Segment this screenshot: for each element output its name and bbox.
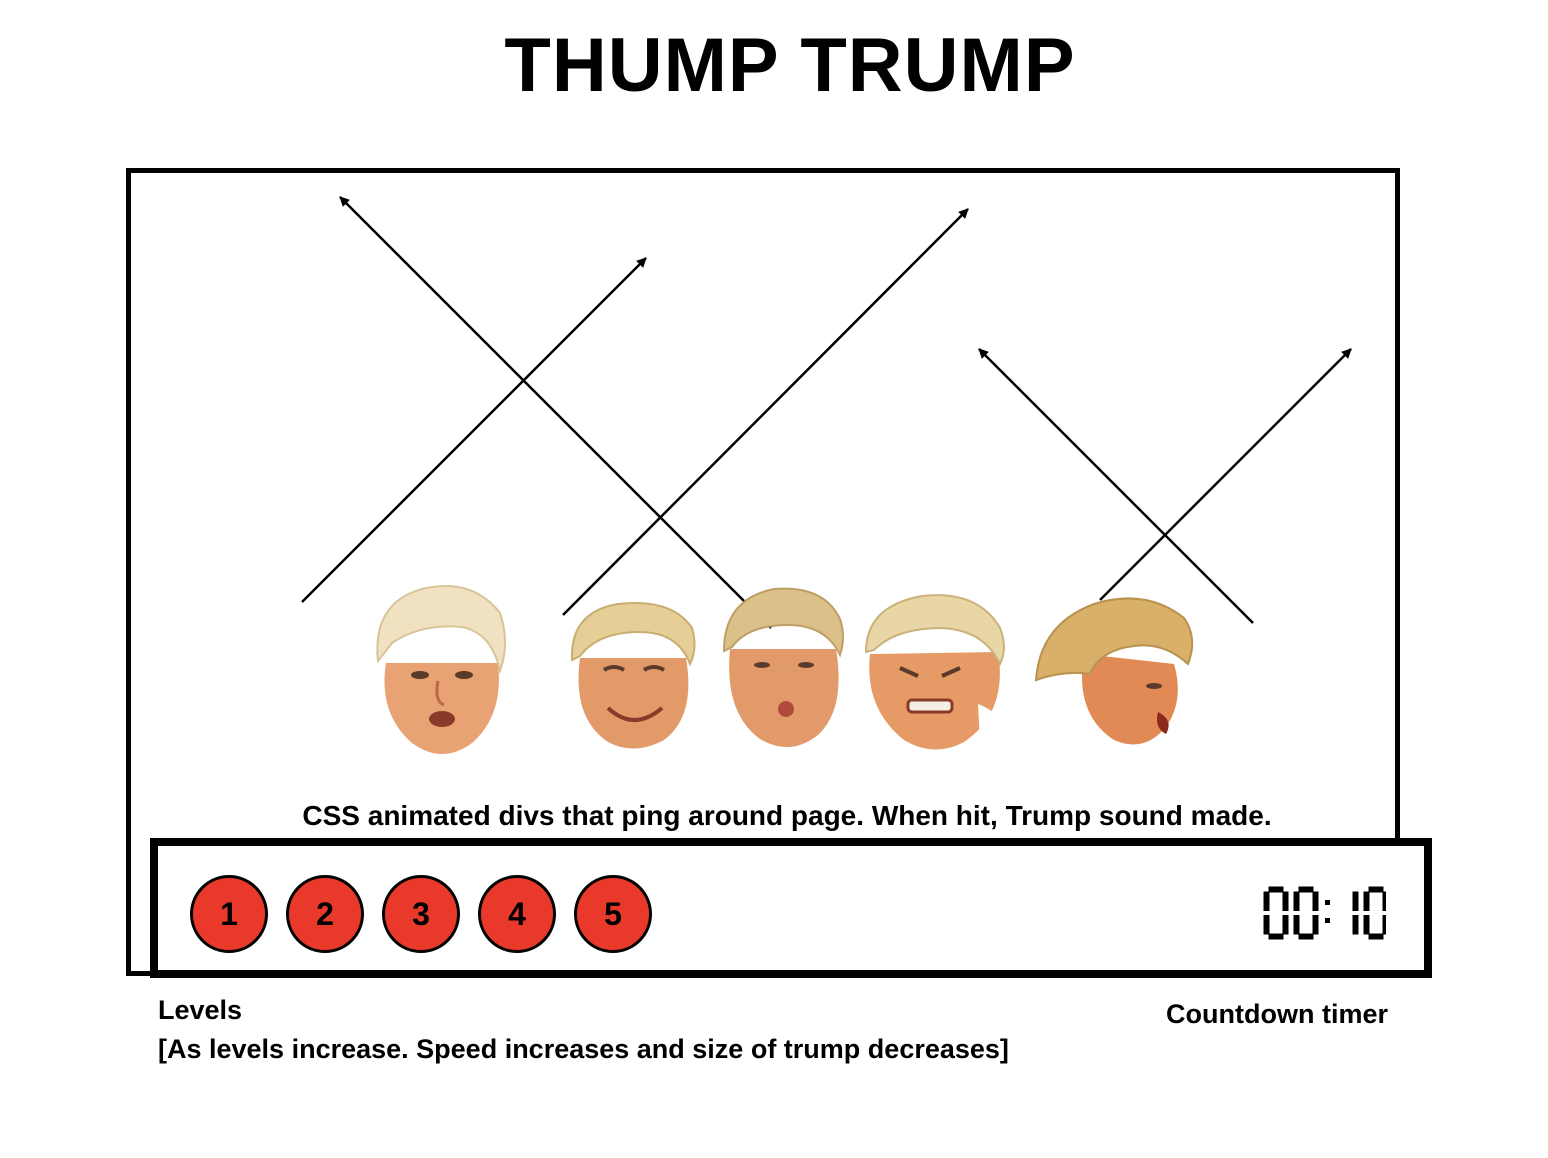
timer-segment [1363, 891, 1370, 911]
timer-segment [1312, 891, 1319, 911]
motion-arrow [339, 196, 772, 629]
level-button-5[interactable]: 5 [574, 875, 652, 953]
level-button-3[interactable]: 3 [382, 875, 460, 953]
level-label: 5 [604, 895, 622, 932]
level-label: 2 [316, 895, 334, 932]
caption: CSS animated divs that ping around page.… [302, 800, 1272, 831]
motion-arrow [978, 348, 1254, 624]
timer-segment [1293, 891, 1300, 911]
timer-segment [1298, 933, 1314, 940]
timer-digit [1263, 886, 1289, 940]
hud-bar: 1 2 3 4 5 [150, 838, 1432, 978]
level-button-1[interactable]: 1 [190, 875, 268, 953]
timer-segment [1268, 933, 1284, 940]
trump-head-target[interactable] [720, 585, 846, 753]
levels-label: Levels [158, 995, 243, 1025]
countdown-timer [1263, 886, 1386, 940]
timer-segment [1334, 892, 1339, 911]
trump-head-target[interactable] [568, 598, 698, 752]
timer-label: Countdown timer [1166, 999, 1388, 1029]
timer-segment [1339, 887, 1353, 892]
timer-segment [1368, 933, 1384, 940]
motion-arrow [301, 257, 647, 603]
timer-segment [1352, 891, 1359, 911]
timer-segment [1312, 915, 1319, 935]
timer-digit [1293, 886, 1319, 940]
level-label: 4 [508, 895, 526, 932]
timer-segment [1299, 911, 1313, 916]
trump-head-target[interactable] [372, 583, 510, 761]
level-button-2[interactable]: 2 [286, 875, 364, 953]
timer-segment [1339, 911, 1353, 916]
timer-digit [1334, 887, 1359, 939]
level-label: 1 [220, 895, 238, 932]
timer-segment [1263, 915, 1270, 935]
timer-segment [1352, 915, 1359, 935]
timer-segment [1363, 915, 1370, 935]
timer-colon [1325, 900, 1330, 905]
timer-segment [1282, 891, 1289, 911]
timer-segment [1382, 891, 1386, 911]
timer-segment [1282, 915, 1289, 935]
timer-segment [1269, 911, 1283, 916]
level-label: 3 [412, 895, 430, 932]
timer-segment [1298, 886, 1314, 893]
timer-segment [1293, 915, 1300, 935]
motion-arrow [1099, 348, 1352, 601]
levels-note: [As levels increase. Speed increases and… [158, 1034, 1009, 1064]
timer-segment [1339, 934, 1353, 939]
timer-segment [1263, 891, 1270, 911]
page-title: THUMP TRUMP [504, 23, 1076, 108]
timer-segment [1369, 911, 1383, 916]
timer-digit [1363, 886, 1386, 940]
motion-arrow [562, 208, 969, 616]
timer-segment [1368, 886, 1384, 893]
timer-segment [1382, 915, 1386, 935]
trump-head-target[interactable] [1034, 594, 1198, 750]
timer-colon [1325, 918, 1330, 923]
trump-head-target[interactable] [860, 592, 1010, 752]
timer-segment [1268, 886, 1284, 893]
level-button-4[interactable]: 4 [478, 875, 556, 953]
timer-segment [1334, 916, 1339, 935]
